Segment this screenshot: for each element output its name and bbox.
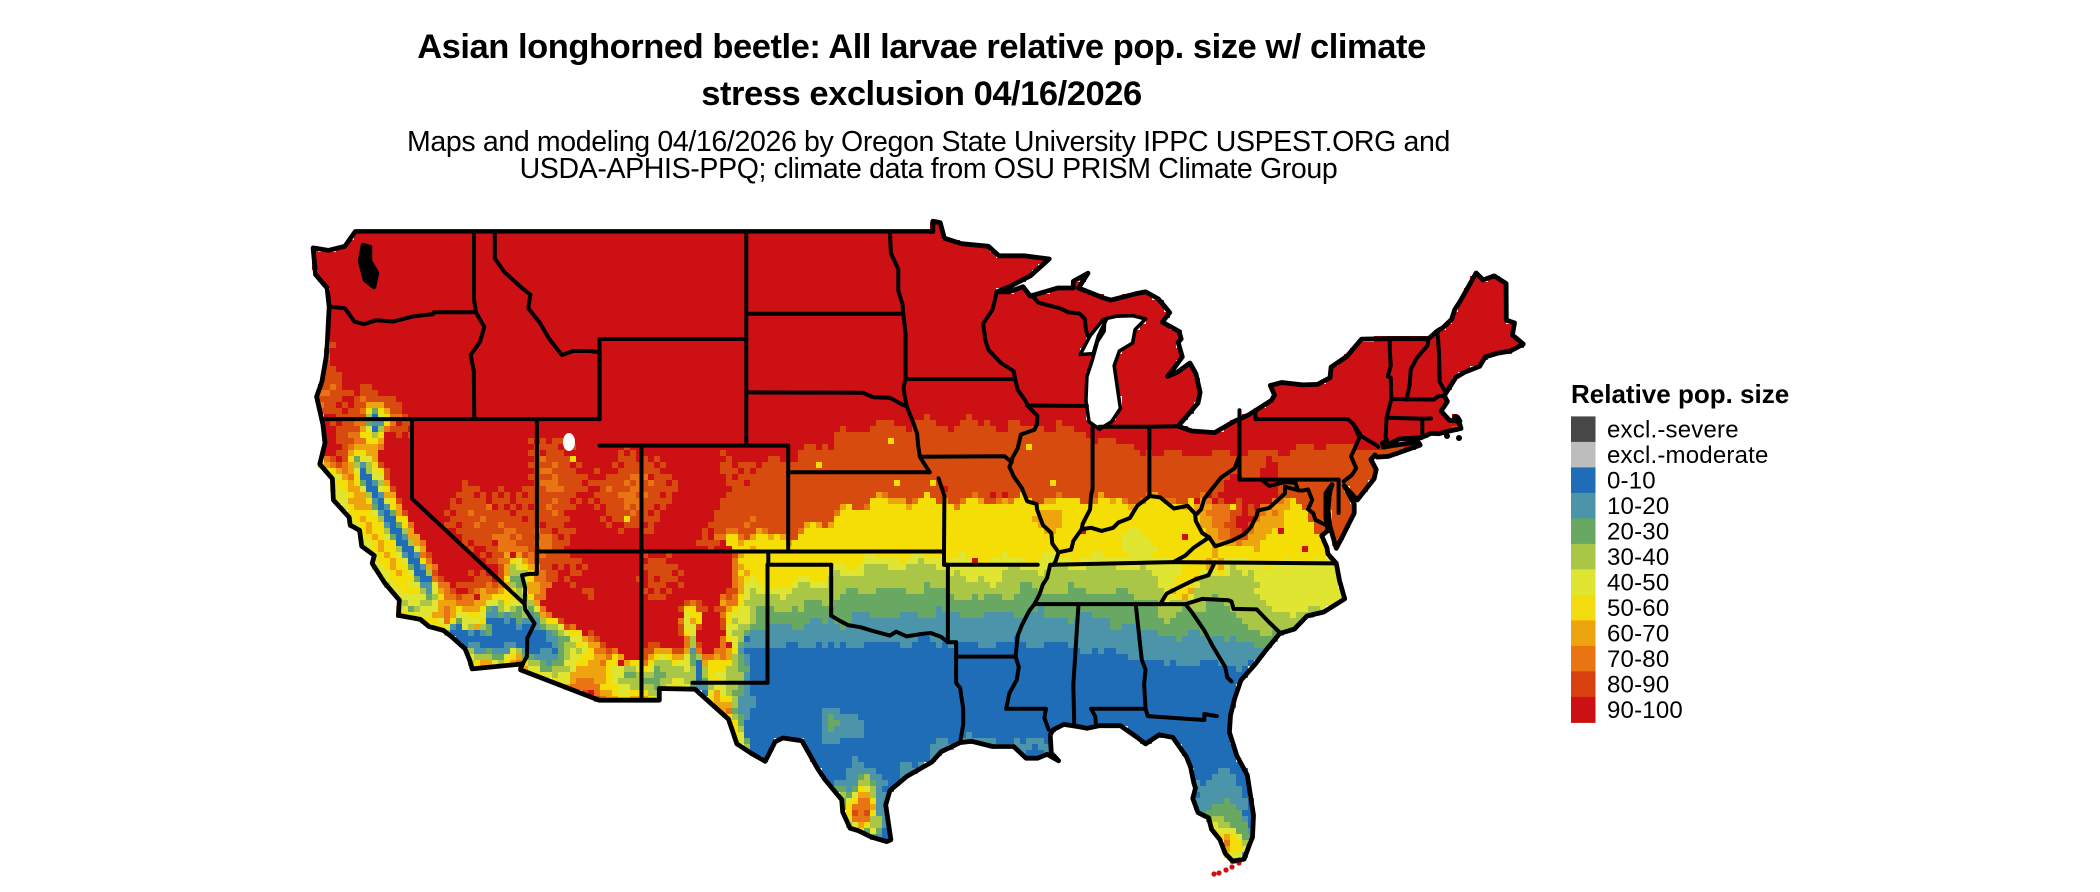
- svg-text:excl.-moderate: excl.-moderate: [1607, 442, 1769, 469]
- svg-text:90-100: 90-100: [1607, 697, 1683, 724]
- svg-text:excl.-severe: excl.-severe: [1607, 416, 1739, 443]
- svg-text:80-90: 80-90: [1607, 671, 1669, 698]
- svg-text:30-40: 30-40: [1607, 544, 1669, 571]
- svg-text:0-10: 0-10: [1607, 467, 1656, 494]
- svg-text:50-60: 50-60: [1607, 595, 1669, 622]
- svg-text:40-50: 40-50: [1607, 569, 1669, 596]
- svg-text:10-20: 10-20: [1607, 493, 1669, 520]
- svg-text:70-80: 70-80: [1607, 646, 1669, 673]
- svg-text:60-70: 60-70: [1607, 620, 1669, 647]
- svg-text:20-30: 20-30: [1607, 518, 1669, 545]
- svg-text:Relative pop. size: Relative pop. size: [1571, 379, 1789, 409]
